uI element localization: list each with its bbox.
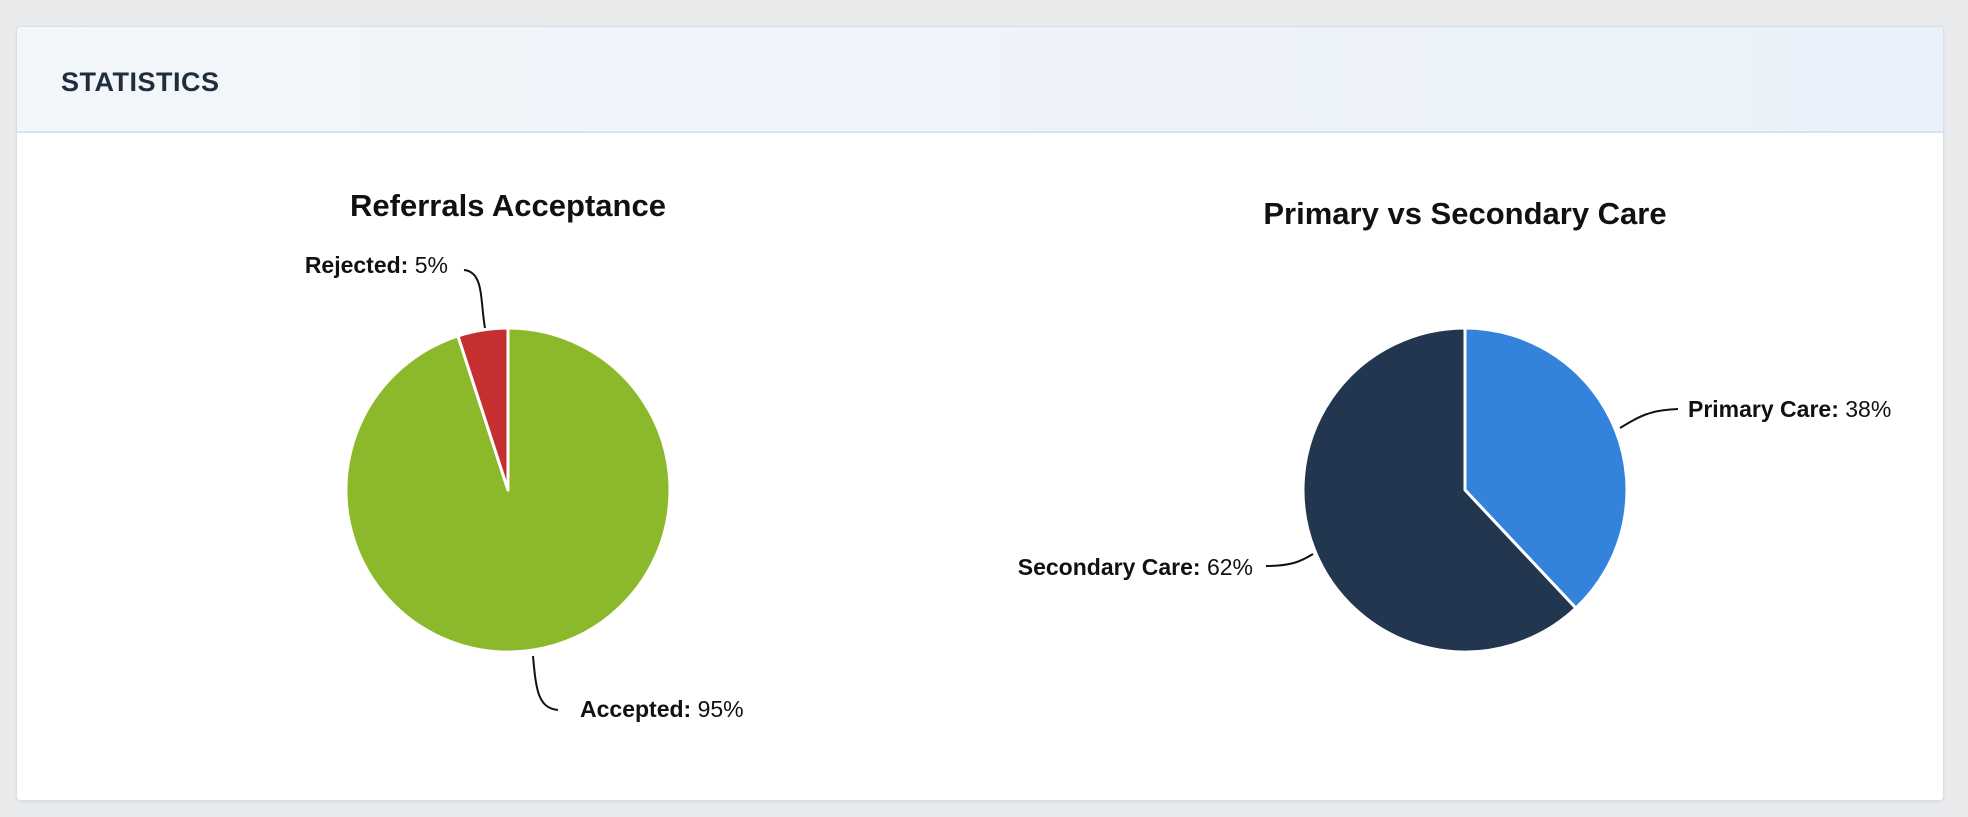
leader-line-rejected [463,269,486,329]
panel-header: STATISTICS [17,27,1943,133]
data-label-primary-care: Primary Care: 38% [1688,396,1891,422]
statistics-panel: STATISTICS [16,26,1944,801]
data-label-rejected: Rejected: 5% [305,252,448,278]
leader-line-primary-care [1619,408,1679,429]
referrals-acceptance-chart: Referrals Acceptance Accepted: 95% Reject… [305,188,744,722]
chart-title: Primary vs Secondary Care [1263,196,1666,231]
data-label-secondary-care: Secondary Care: 62% [1018,554,1253,580]
pie-slice-secondary-care[interactable] [1301,326,1578,654]
leader-line-accepted [532,655,559,711]
chart-title: Referrals Acceptance [350,188,666,223]
leader-line-secondary-care [1265,553,1314,567]
data-label-accepted: Accepted: 95% [580,696,744,722]
primary-vs-secondary-care-chart: Primary vs Secondary Care Primary Care: … [1018,196,1891,654]
pie-slice-rejected[interactable] [456,326,510,492]
pie-slice-primary-care[interactable] [1463,326,1629,610]
panel-title: STATISTICS [61,67,220,97]
